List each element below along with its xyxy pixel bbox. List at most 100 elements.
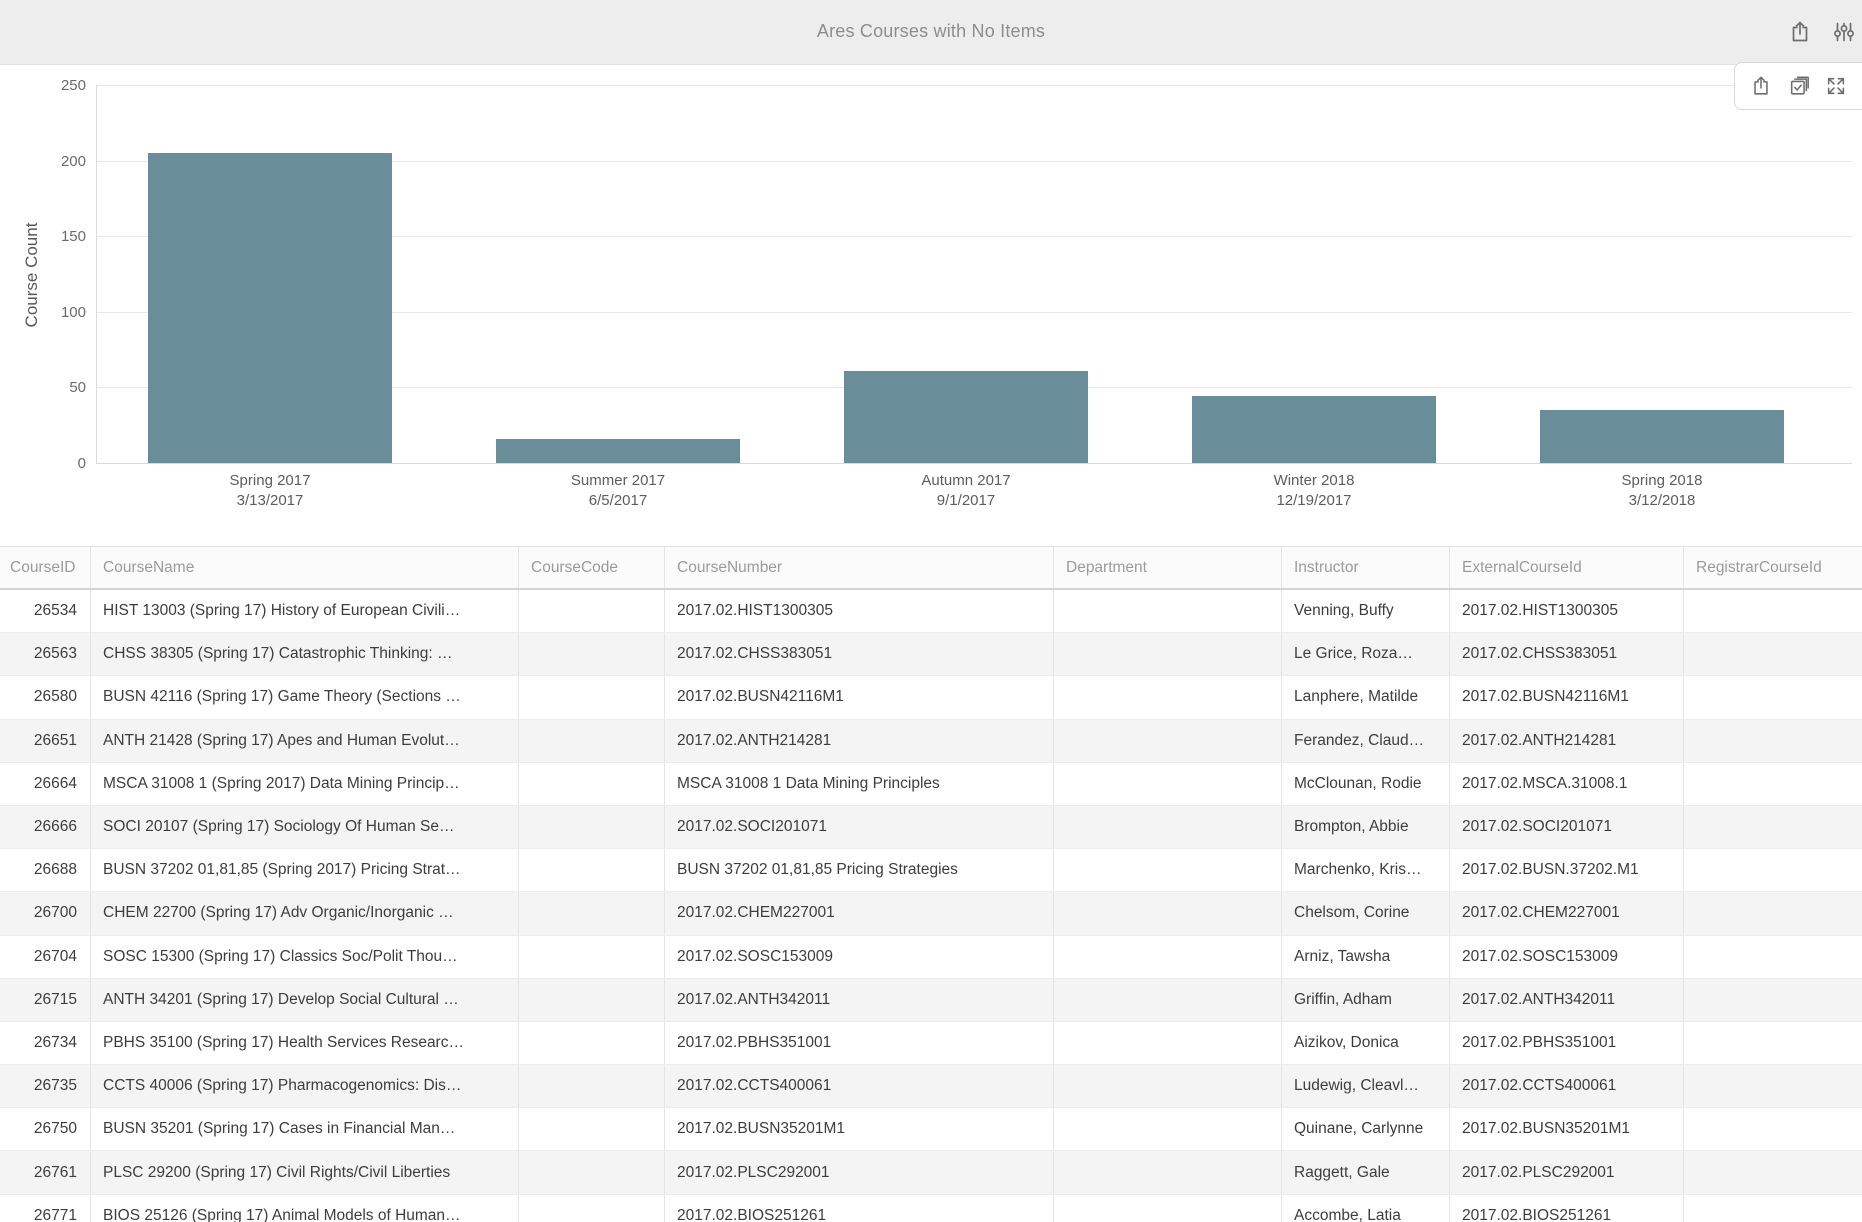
table-header-row: CourseID CourseName CourseCode CourseNumber… [0,546,1862,590]
cell-coursenumber: 2017.02.PLSC292001 [665,1151,1054,1194]
x-tick-date: 6/5/2017 [588,492,648,509]
bar-summer-2017[interactable] [496,438,740,463]
cell-department [1054,892,1282,935]
cell-courseid: 26534 [0,590,91,633]
cell-coursenumber: 2017.02.SOCI201071 [665,805,1054,849]
x-tick-date: 3/12/2018 [1628,492,1696,509]
cell-department [1054,762,1282,805]
cell-coursename: PLSC 29200 (Spring 17) Civil Rights/Civi… [91,1151,519,1194]
table-row[interactable]: 26734 PBHS 35100 (Spring 17) Health Servi… [0,1021,1862,1066]
cell-coursecode [519,719,665,762]
column-header-instructor[interactable]: Instructor [1282,547,1450,588]
cell-courseid: 26750 [0,1108,91,1151]
cell-courseid: 26735 [0,1065,91,1108]
cell-registrarcourseid [1684,806,1862,848]
table-row[interactable]: 26715 ANTH 34201 (Spring 17) Develop Soci… [0,978,1862,1022]
cell-coursename: ANTH 21428 (Spring 17) Apes and Human Ev… [91,719,519,762]
cell-externalcourseid: 2017.02.ANTH342011 [1450,978,1684,1021]
cell-registrarcourseid [1684,590,1862,632]
table-row[interactable]: 26664 MSCA 31008 1 (Spring 2017) Data Min… [0,762,1862,806]
table-row[interactable]: 26771 BIOS 25126 (Spring 17) Animal Model… [0,1194,1862,1222]
cell-instructor: Chelsom, Corine [1282,892,1450,935]
column-header-coursenumber[interactable]: CourseNumber [665,547,1054,588]
cell-externalcourseid: 2017.02.CHSS383051 [1450,633,1684,676]
cell-instructor: Venning, Buffy [1282,590,1450,633]
column-header-coursecode[interactable]: CourseCode [519,547,665,588]
bar-spring-2018[interactable] [1540,410,1784,463]
cell-registrarcourseid [1684,633,1862,675]
table-row[interactable]: 26750 BUSN 35201 (Spring 17) Cases in Fin… [0,1108,1862,1152]
table-row[interactable]: 26688 BUSN 37202 01,81,85 (Spring 2017) P… [0,849,1862,893]
cell-externalcourseid: 2017.02.BUSN.37202.M1 [1450,849,1684,892]
cell-externalcourseid: 2017.02.CCTS400061 [1450,1065,1684,1108]
table-row[interactable]: 26700 CHEM 22700 (Spring 17) Adv Organic/… [0,892,1862,936]
expand-fullscreen-icon[interactable] [1825,75,1847,97]
cell-coursenumber: BUSN 37202 01,81,85 Pricing Strategies [665,849,1054,892]
column-header-coursename[interactable]: CourseName [91,547,519,588]
column-header-registrarcourseid[interactable]: RegistrarCourseId [1696,558,1822,576]
cell-coursecode [519,1151,665,1194]
cell-coursename: BUSN 42116 (Spring 17) Game Theory (Sect… [91,676,519,719]
share-icon[interactable] [1788,20,1812,44]
cell-courseid: 26734 [0,1021,91,1065]
cell-registrarcourseid [1684,979,1862,1021]
y-gridline [96,311,1852,313]
top-bar-actions [1788,20,1856,44]
bar-chart: Course Count 0 50 100 150 200 250 Spring 2017 3… [0,65,1862,546]
cell-department [1054,849,1282,892]
cell-department [1054,1065,1282,1108]
cell-instructor: McClounan, Rodie [1282,762,1450,805]
table-row[interactable]: 26651 ANTH 21428 (Spring 17) Apes and Hum… [0,719,1862,763]
cell-coursename: CHSS 38305 (Spring 17) Catastrophic Thin… [91,633,519,676]
x-tick-label: Spring 2018 3/12/2018 [1532,471,1792,511]
cell-externalcourseid: 2017.02.PLSC292001 [1450,1151,1684,1194]
column-header-courseid[interactable]: CourseID [0,547,91,588]
cell-coursenumber: 2017.02.ANTH214281 [665,719,1054,762]
cell-courseid: 26761 [0,1151,91,1194]
cell-courseid: 26700 [0,892,91,935]
table-row[interactable]: 26563 CHSS 38305 (Spring 17) Catastrophic… [0,633,1862,677]
data-table: CourseID CourseName CourseCode CourseNumber… [0,546,1862,1222]
filter-sliders-icon[interactable] [1832,20,1856,44]
cell-instructor: Aizikov, Donica [1282,1021,1450,1065]
x-tick-label: Winter 2018 12/19/2017 [1184,471,1444,511]
cell-registrarcourseid [1684,1022,1862,1064]
cell-instructor: Griffin, Adham [1282,978,1450,1021]
share-icon[interactable] [1750,75,1772,97]
y-tick-label: 200 [60,152,86,170]
cell-coursenumber: MSCA 31008 1 Data Mining Principles [665,762,1054,805]
y-tick-label: 150 [60,228,86,246]
x-tick-category: Winter 2018 [1273,472,1355,489]
cell-coursenumber: 2017.02.BUSN35201M1 [665,1108,1054,1151]
table-row[interactable]: 26666 SOCI 20107 (Spring 17) Sociology Of… [0,805,1862,850]
cell-externalcourseid: 2017.02.CHEM227001 [1450,892,1684,935]
cell-externalcourseid: 2017.02.SOCI201071 [1450,805,1684,849]
x-tick-date: 9/1/2017 [936,492,996,509]
bar-winter-2018[interactable] [1192,396,1436,463]
cell-coursecode [519,633,665,676]
x-tick-date: 12/19/2017 [1276,492,1352,509]
table-row[interactable]: 26761 PLSC 29200 (Spring 17) Civil Rights… [0,1151,1862,1195]
table-row[interactable]: 26580 BUSN 42116 (Spring 17) Game Theory … [0,676,1862,720]
cell-coursename: CHEM 22700 (Spring 17) Adv Organic/Inorg… [91,892,519,935]
cell-department [1054,978,1282,1021]
cell-coursename: SOSC 15300 (Spring 17) Classics Soc/Poli… [91,935,519,978]
cell-department [1054,590,1282,633]
cell-coursename: HIST 13003 (Spring 17) History of Europe… [91,590,519,633]
cell-coursename: SOCI 20107 (Spring 17) Sociology Of Huma… [91,805,519,849]
cell-department [1054,719,1282,762]
bar-spring-2017[interactable] [148,153,392,463]
select-checkbox-icon[interactable] [1788,75,1810,97]
table-row[interactable]: 26534 HIST 13003 (Spring 17) History of E… [0,590,1862,634]
cell-coursename: MSCA 31008 1 (Spring 2017) Data Mining P… [91,762,519,805]
table-row[interactable]: 26735 CCTS 40006 (Spring 17) Pharmacogeno… [0,1065,1862,1109]
x-tick-category: Spring 2018 [1621,472,1703,489]
cell-instructor: Quinane, Carlynne [1282,1108,1450,1151]
bar-autumn-2017[interactable] [844,370,1088,463]
chart-toolbar [1734,62,1862,110]
table-row[interactable]: 26704 SOSC 15300 (Spring 17) Classics Soc… [0,935,1862,979]
column-header-externalcourseid[interactable]: ExternalCourseId [1450,547,1684,588]
column-header-department[interactable]: Department [1054,547,1282,588]
cell-registrarcourseid [1684,1195,1862,1222]
cell-department [1054,1151,1282,1194]
